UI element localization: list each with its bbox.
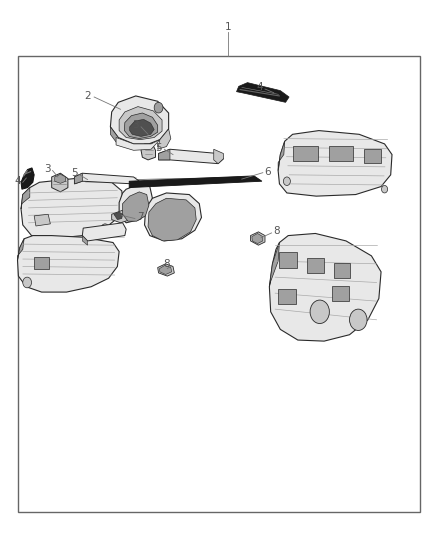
Text: 5: 5 (155, 143, 162, 153)
Bar (293, 146, 318, 161)
Polygon shape (112, 211, 131, 223)
Polygon shape (124, 113, 158, 139)
FancyBboxPatch shape (18, 56, 420, 512)
Text: 1: 1 (224, 22, 231, 31)
Text: 2: 2 (84, 91, 91, 101)
Polygon shape (74, 173, 82, 184)
Circle shape (23, 277, 32, 288)
Bar (278, 289, 296, 304)
Circle shape (350, 309, 367, 330)
Polygon shape (214, 149, 223, 164)
Polygon shape (269, 233, 381, 341)
Text: 8: 8 (273, 227, 280, 236)
Text: 7: 7 (137, 213, 144, 222)
Polygon shape (18, 239, 24, 260)
Circle shape (310, 300, 329, 324)
Text: 8: 8 (163, 259, 170, 269)
Text: 3: 3 (132, 120, 139, 130)
Polygon shape (55, 174, 66, 183)
Polygon shape (130, 119, 154, 136)
Polygon shape (158, 264, 174, 276)
Polygon shape (34, 214, 50, 226)
Polygon shape (82, 236, 88, 245)
Polygon shape (110, 96, 169, 144)
Text: 4: 4 (256, 83, 263, 92)
Text: 5: 5 (71, 168, 78, 178)
Circle shape (283, 177, 290, 185)
Circle shape (154, 102, 163, 113)
Polygon shape (74, 173, 139, 187)
Polygon shape (278, 131, 392, 196)
Bar (328, 146, 353, 161)
Polygon shape (21, 188, 30, 209)
Polygon shape (159, 149, 223, 164)
Polygon shape (269, 243, 279, 287)
Bar (332, 286, 349, 301)
Polygon shape (52, 173, 68, 192)
Circle shape (381, 185, 388, 193)
Polygon shape (18, 236, 119, 292)
Polygon shape (116, 138, 160, 150)
Polygon shape (159, 265, 172, 274)
Bar (279, 252, 297, 268)
Polygon shape (119, 107, 162, 140)
Polygon shape (252, 233, 263, 244)
Polygon shape (145, 193, 201, 241)
Polygon shape (237, 83, 289, 102)
Polygon shape (110, 127, 118, 145)
Bar (364, 149, 381, 163)
Polygon shape (114, 212, 123, 220)
Bar (34, 257, 49, 269)
Polygon shape (148, 198, 196, 241)
Polygon shape (141, 144, 155, 160)
Circle shape (101, 224, 110, 235)
Bar (334, 263, 350, 278)
Polygon shape (159, 149, 170, 160)
Text: 3: 3 (44, 164, 51, 174)
Polygon shape (82, 223, 126, 241)
Polygon shape (123, 192, 149, 221)
Polygon shape (21, 168, 34, 189)
Text: 4: 4 (14, 176, 21, 186)
Polygon shape (251, 232, 265, 245)
Polygon shape (278, 141, 285, 171)
Polygon shape (158, 129, 171, 149)
Polygon shape (119, 184, 152, 223)
Polygon shape (21, 179, 124, 239)
Bar (307, 258, 324, 273)
Polygon shape (129, 176, 262, 188)
Text: 6: 6 (265, 167, 272, 176)
